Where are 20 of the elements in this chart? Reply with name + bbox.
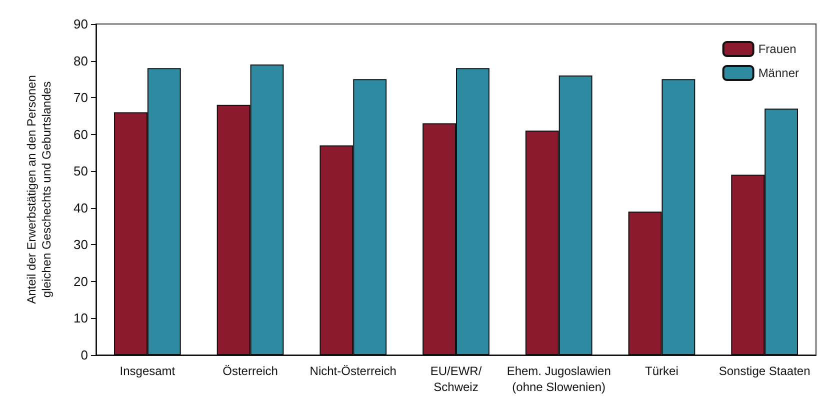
y-tick-label: 50 bbox=[74, 164, 88, 179]
x-tick-label: EU/EWR/ Schweiz bbox=[430, 364, 482, 394]
x-tick-label: Insgesamt bbox=[120, 364, 176, 378]
x-tick-label: Sonstige Staaten bbox=[718, 364, 810, 378]
x-tick-label: Türkei bbox=[645, 364, 678, 378]
y-tick-label: 70 bbox=[74, 90, 88, 106]
y-tick-label: 60 bbox=[74, 126, 88, 142]
legend-label: Frauen bbox=[758, 42, 796, 56]
y-tick-label: 10 bbox=[74, 310, 88, 326]
y-tick-label: 40 bbox=[74, 200, 88, 216]
x-tick-label: Österreich bbox=[222, 364, 278, 378]
y-tick-label: 0 bbox=[80, 348, 88, 362]
y-tick-label: 20 bbox=[74, 274, 88, 289]
y-tick-label: 30 bbox=[74, 237, 88, 252]
y-axis-title: Anteil der Erwerbstätigen an den Personen gleichen Geschechts und Geburtslandes bbox=[24, 75, 54, 304]
y-tick-label: 80 bbox=[74, 53, 88, 68]
legend-label: Männer bbox=[758, 66, 800, 80]
x-tick-label: Nicht-Österreich bbox=[310, 364, 396, 378]
x-tick-label: Ehem. Jugoslawien (ohne Slowenien) bbox=[506, 364, 611, 394]
y-tick-label: 90 bbox=[74, 16, 88, 32]
